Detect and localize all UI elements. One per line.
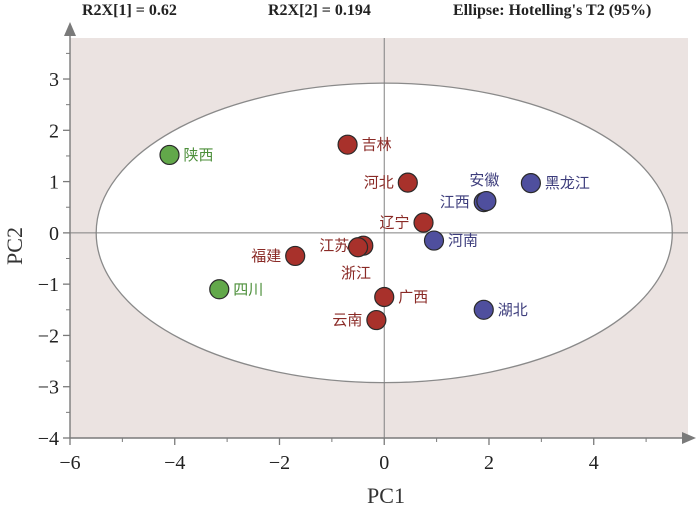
x-tick-label: 2 [484,452,494,474]
x-axis-title: PC1 [367,483,405,508]
r2x2-label: R2X[2] = 0.194 [268,2,371,19]
point-label: 浙江 [341,264,371,282]
x-axis-arrow [682,432,696,444]
point-label: 吉林 [362,136,392,154]
ellipse-label: Ellipse: Hotelling's T2 (95%) [453,2,652,19]
point-label: 湖北 [498,301,528,319]
data-point [397,172,418,193]
x-tick-label: −2 [269,452,290,474]
point-label: 四川 [233,280,263,298]
y-tick-label: 3 [49,69,59,91]
data-point [374,286,395,308]
data-point [347,237,369,258]
data-point [285,245,306,267]
data-point [423,230,445,251]
y-axis-title: PC2 [2,227,27,265]
point-label: 江西 [440,193,470,211]
point-label: 江苏 [319,237,349,255]
data-point [209,279,230,300]
data-point [520,173,541,194]
y-tick-label: −4 [38,428,59,450]
y-tick-label: 2 [49,120,59,142]
x-tick-label: 4 [589,452,599,474]
x-tick-label: −6 [59,452,80,474]
r2x1-label: R2X[1] = 0.62 [82,2,177,19]
point-label: 陕西 [184,146,214,164]
y-tick-label: −3 [38,377,59,399]
point-label: 河南 [448,232,478,250]
data-point [413,212,434,233]
point-label: 黑龙江 [545,174,590,192]
y-tick-label: 1 [49,172,59,194]
point-label: 河北 [364,174,394,192]
y-tick-label: 0 [49,223,59,245]
data-point [159,144,180,166]
y-tick-label: −2 [38,325,59,347]
point-label: 辽宁 [380,214,410,232]
data-point [476,190,497,212]
x-tick-label: −4 [164,452,185,474]
point-label: 云南 [332,311,362,329]
y-tick-label: −1 [38,274,59,296]
x-tick-label: 0 [379,452,389,474]
data-point [337,134,358,155]
point-label: 广西 [398,288,428,306]
point-label: 安徽 [469,171,499,189]
data-point [366,309,387,331]
y-axis-arrow [64,22,76,36]
data-point [473,299,494,320]
point-label: 福建 [251,247,281,265]
